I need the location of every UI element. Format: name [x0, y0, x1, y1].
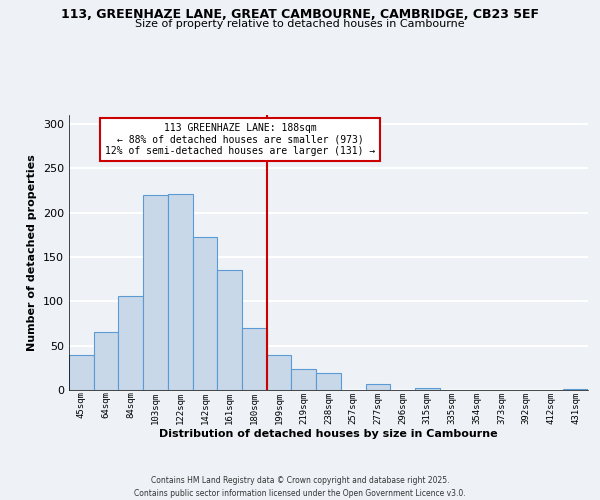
- Text: Size of property relative to detached houses in Cambourne: Size of property relative to detached ho…: [135, 19, 465, 29]
- Text: Contains HM Land Registry data © Crown copyright and database right 2025.
Contai: Contains HM Land Registry data © Crown c…: [134, 476, 466, 498]
- Bar: [563, 389, 588, 390]
- Bar: [118, 296, 143, 390]
- Bar: [267, 356, 292, 390]
- Bar: [365, 384, 390, 390]
- Bar: [69, 356, 94, 390]
- Bar: [242, 328, 267, 390]
- Bar: [415, 388, 440, 390]
- Text: 113 GREENHAZE LANE: 188sqm
← 88% of detached houses are smaller (973)
12% of sem: 113 GREENHAZE LANE: 188sqm ← 88% of deta…: [105, 123, 376, 156]
- Bar: [143, 195, 168, 390]
- Y-axis label: Number of detached properties: Number of detached properties: [28, 154, 37, 351]
- Bar: [292, 368, 316, 390]
- Bar: [316, 373, 341, 390]
- Text: 113, GREENHAZE LANE, GREAT CAMBOURNE, CAMBRIDGE, CB23 5EF: 113, GREENHAZE LANE, GREAT CAMBOURNE, CA…: [61, 8, 539, 20]
- X-axis label: Distribution of detached houses by size in Cambourne: Distribution of detached houses by size …: [159, 429, 498, 439]
- Bar: [217, 270, 242, 390]
- Bar: [193, 238, 217, 390]
- Bar: [168, 194, 193, 390]
- Bar: [94, 332, 118, 390]
